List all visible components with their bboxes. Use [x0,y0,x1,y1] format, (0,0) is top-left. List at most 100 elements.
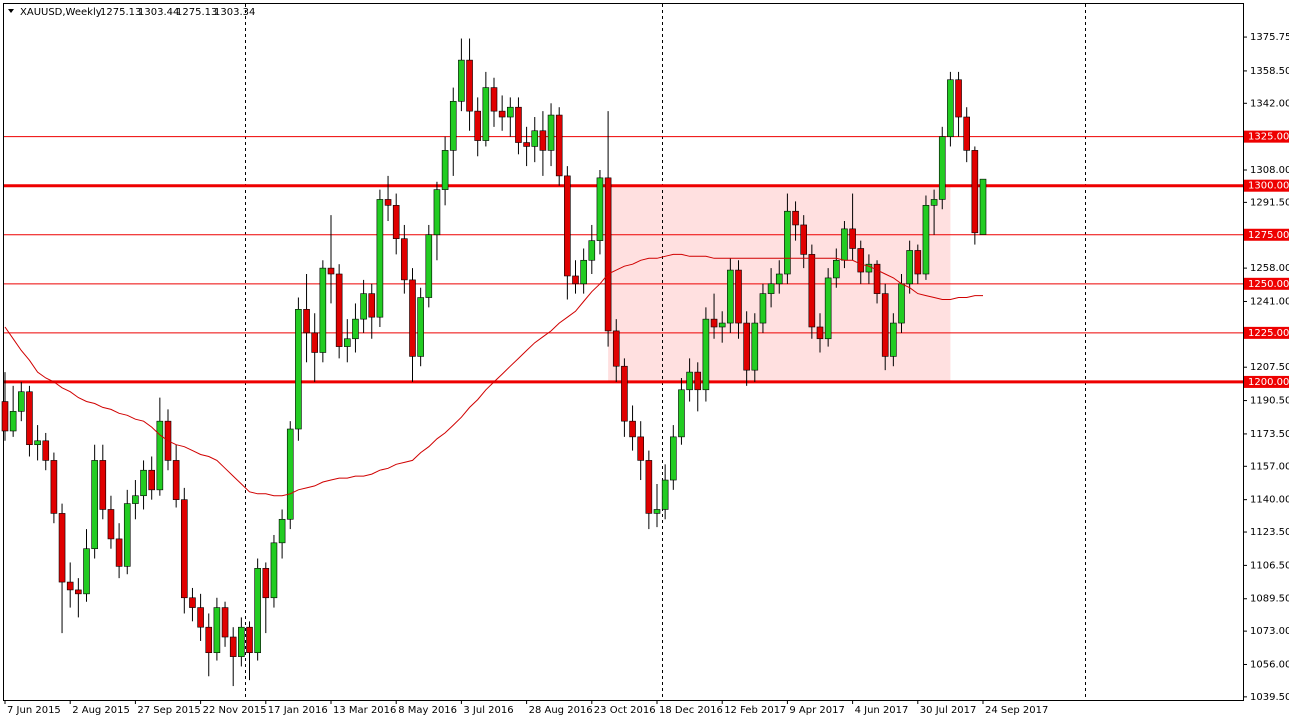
candle-body [637,436,645,461]
candle-body [906,250,913,285]
candle-body [17,391,25,412]
level-label-box [1244,179,1289,192]
candle-body [197,607,204,628]
moving-average [4,253,983,497]
candle-body [727,269,734,324]
candle-body [433,189,441,236]
y-tick-label: 1291.50 [1250,197,1289,208]
header-low: 1275.13 [176,7,217,18]
candle-body [425,234,433,298]
candle-body [710,318,718,328]
level-label: 1225.00 [1248,328,1289,339]
candle-body [50,460,58,514]
candle-body [66,581,74,591]
candle-body [743,322,750,371]
candle-body [441,150,449,190]
y-tick-label: 1123.50 [1250,527,1289,538]
x-tick-label: 27 Sep 2015 [137,705,200,716]
candle-body [686,371,693,391]
candle-body [474,110,482,141]
candle-body [759,293,767,324]
candle-body [83,548,90,595]
candle-body [319,267,327,353]
candle-body [172,460,180,500]
level-label: 1275.00 [1248,230,1289,241]
y-tick-label: 1258.00 [1250,263,1289,274]
candle-body [148,469,155,491]
candle-body [515,106,522,143]
y-tick-label: 1190.50 [1250,396,1289,407]
x-tick-label: 7 Jun 2015 [7,705,61,716]
candle-body [881,293,889,357]
candle-body [523,142,530,147]
candle-body [58,513,66,583]
y-tick-label: 1089.50 [1250,594,1289,605]
level-label-box [1244,375,1289,388]
candle-body [718,322,726,328]
x-tick-label: 18 Dec 2016 [659,705,723,716]
candle-body [596,177,604,241]
candle-body [930,199,938,206]
candle-body [140,469,147,497]
candle-body [824,277,832,340]
candle-body [229,636,237,657]
candle-body [539,130,547,151]
candle-body [42,440,50,461]
candle-body [189,597,196,608]
x-tick-label: 30 Jul 2017 [920,705,977,716]
candle-body [303,309,310,334]
candle-body [735,269,742,324]
candle-body [417,297,424,357]
symbol: XAUUSD,Weekly [20,7,102,18]
plot-frame [3,3,1244,701]
y-tick-label: 1056.00 [1250,659,1289,670]
candle-body [392,205,400,239]
header-open: 1275.13 [100,7,141,18]
menu-arrow [8,9,14,13]
level-label-box [1244,277,1289,290]
candle-body [938,136,946,200]
y-tick-label: 1358.50 [1250,66,1289,77]
candle-body [286,428,294,520]
x-tick-label: 24 Sep 2017 [985,705,1048,716]
y-tick-label: 1241.00 [1250,296,1289,307]
candle-body [91,460,98,550]
candle-body [368,293,376,318]
candle-body [792,210,799,226]
candle-body [213,607,221,654]
candle-body [466,59,473,112]
candle-body [490,87,498,112]
candle-body [890,322,897,357]
x-tick-label: 4 Jun 2017 [855,705,909,716]
candle-body [246,626,253,654]
candle-body [963,116,971,151]
y-tick-label: 1308.00 [1250,165,1289,176]
candle-body [784,210,791,275]
candle-body [653,509,661,514]
candle-body [572,275,579,285]
candle-body [107,509,115,540]
candle-body [506,106,514,118]
candle-body [352,318,359,340]
candle-body [531,130,539,147]
candle-body [702,318,710,391]
level-label-box [1244,326,1289,339]
candle-body [629,420,636,438]
x-tick-label: 28 Aug 2016 [529,705,593,716]
candle-body [857,248,865,273]
candle-body [262,568,270,599]
candle-body [327,267,335,275]
candle-body [588,240,596,261]
candle-body [841,228,848,261]
candle-body [898,283,905,324]
candle-body [767,283,775,294]
level-label: 1250.00 [1248,279,1289,290]
candle-body [564,175,571,277]
candle-body [278,518,286,544]
y-tick-label: 1173.50 [1250,429,1289,440]
candle-body [295,309,302,430]
level-label: 1325.00 [1248,132,1289,143]
candle-body [311,332,319,353]
candle-body [808,254,816,328]
candle-body [775,273,783,285]
